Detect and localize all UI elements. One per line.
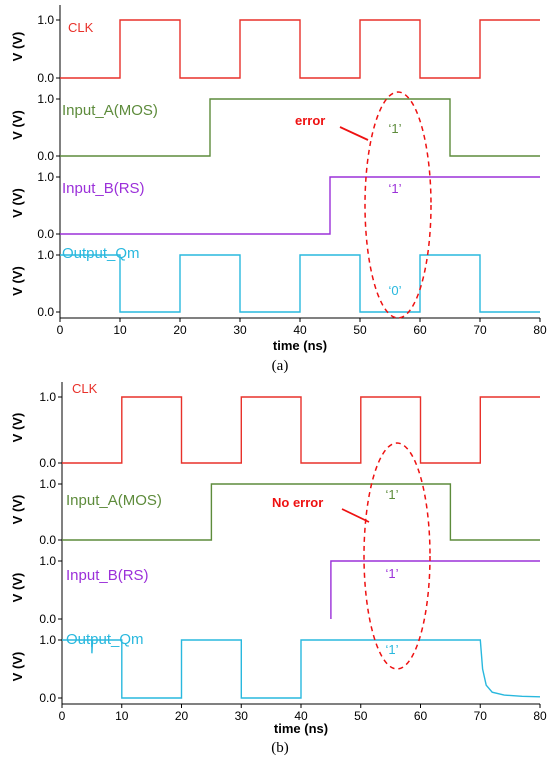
y-tick-label: 0.0 (39, 456, 56, 470)
y-tick-label: 1.0 (39, 390, 56, 404)
y-tick-label: 0.0 (37, 305, 54, 319)
y-tick-label: 0.0 (37, 71, 54, 85)
chart-panel-group-a: 0.0 1.0 V (V) CLK 0.0 1.0 V (V) Input_A(MOS) ‘1’… (10, 5, 547, 374)
error-highlight-ellipse (363, 442, 431, 670)
figure-caption: (b) (271, 740, 289, 756)
y-tick-label: 0.0 (39, 612, 56, 626)
waveform-input-b-rs- (60, 176, 540, 235)
annotation-label: error (295, 113, 325, 128)
x-tick-label: 70 (473, 323, 487, 337)
y-axis-label: V (V) (10, 32, 25, 62)
x-tick-label: 50 (353, 323, 367, 337)
panel-input-a-mos-: 0.0 1.0 V (V) Input_A(MOS) ‘1’ (10, 84, 540, 163)
bit-value-label: ‘1’ (388, 121, 401, 136)
y-tick-label: 0.0 (39, 533, 56, 547)
y-axis-label: V (V) (10, 573, 25, 603)
x-tick-label: 40 (293, 323, 307, 337)
bit-value-label: ‘1’ (385, 642, 398, 657)
panel-output-qm: 0.0 1.0 V (V) Output_Qm ‘0’ (10, 240, 540, 319)
x-tick-label: 30 (233, 323, 247, 337)
x-axis-label: time (ns) (273, 338, 327, 353)
y-axis-label: V (V) (10, 110, 25, 140)
panel-output-qm: 0.0 1.0 V (V) Output_Qm ‘1’ (10, 625, 541, 705)
y-tick-label: 1.0 (37, 92, 54, 106)
signal-label: CLK (72, 381, 98, 396)
panel-input-a-mos-: 0.0 1.0 V (V) Input_A(MOS) ‘1’ (10, 469, 540, 547)
bit-value-label: ‘1’ (385, 566, 398, 581)
waveform-input-a-mos- (62, 483, 540, 541)
y-tick-label: 1.0 (39, 633, 56, 647)
x-tick-label: 20 (175, 709, 189, 723)
waveform-output-qm (62, 639, 541, 699)
y-tick-label: 1.0 (39, 477, 56, 491)
bit-value-label: ‘1’ (388, 181, 401, 196)
signal-label: Output_Qm (62, 245, 140, 262)
x-tick-label: 20 (173, 323, 187, 337)
x-tick-label: 60 (414, 709, 428, 723)
x-tick-label: 10 (113, 323, 127, 337)
y-tick-label: 0.0 (37, 227, 54, 241)
x-tick-label: 0 (57, 323, 64, 337)
annotation-arrow (339, 126, 369, 141)
error-highlight-ellipse (364, 91, 432, 319)
figure-caption: (a) (272, 358, 289, 374)
x-axis-label: time (ns) (274, 721, 328, 736)
y-axis-label: V (V) (10, 413, 25, 443)
panel-input-b-rs-: 0.0 1.0 V (V) Input_B(RS) ‘1’ (10, 162, 540, 241)
signal-label: CLK (68, 20, 94, 35)
signal-label: Input_A(MOS) (66, 492, 162, 509)
y-tick-label: 1.0 (39, 554, 56, 568)
x-tick-label: 80 (533, 323, 547, 337)
x-tick-label: 80 (533, 709, 547, 723)
y-axis-label: V (V) (10, 652, 25, 682)
waveform-input-a-mos- (60, 98, 540, 157)
bit-value-label: ‘0’ (388, 283, 401, 298)
waveform-output-qm (60, 254, 540, 313)
waveform-input-b-rs- (330, 560, 540, 619)
y-tick-label: 1.0 (37, 13, 54, 27)
signal-label: Output_Qm (66, 631, 144, 648)
annotation-arrow (341, 508, 370, 523)
panel-input-b-rs-: 0.0 1.0 V (V) Input_B(RS) ‘1’ (10, 546, 540, 626)
x-tick-label: 10 (115, 709, 129, 723)
x-tick-label: 50 (354, 709, 368, 723)
y-axis-label: V (V) (10, 495, 25, 525)
y-tick-label: 1.0 (37, 248, 54, 262)
panel-clk: 0.0 1.0 V (V) CLK (10, 5, 540, 85)
y-axis-label: V (V) (10, 266, 25, 296)
x-tick-label: 0 (59, 709, 66, 723)
annotation-label: No error (272, 495, 323, 510)
x-tick-label: 70 (474, 709, 488, 723)
waveform-clk (60, 19, 540, 79)
y-axis-label: V (V) (10, 188, 25, 218)
x-tick-label: 40 (294, 709, 308, 723)
signal-label: Input_A(MOS) (62, 102, 158, 119)
signal-label: Input_B(RS) (66, 567, 149, 584)
y-tick-label: 1.0 (37, 170, 54, 184)
panel-clk: 0.0 1.0 V (V) CLK (10, 381, 540, 470)
chart-panel-group-b: 0.0 1.0 V (V) CLK 0.0 1.0 V (V) Input_A(MOS) ‘1’… (10, 381, 547, 756)
signal-label: Input_B(RS) (62, 180, 145, 197)
x-tick-label: 30 (235, 709, 249, 723)
bit-value-label: ‘1’ (385, 487, 398, 502)
y-tick-label: 0.0 (37, 149, 54, 163)
y-tick-label: 0.0 (39, 691, 56, 705)
x-tick-label: 60 (413, 323, 427, 337)
waveform-clk (62, 396, 540, 464)
